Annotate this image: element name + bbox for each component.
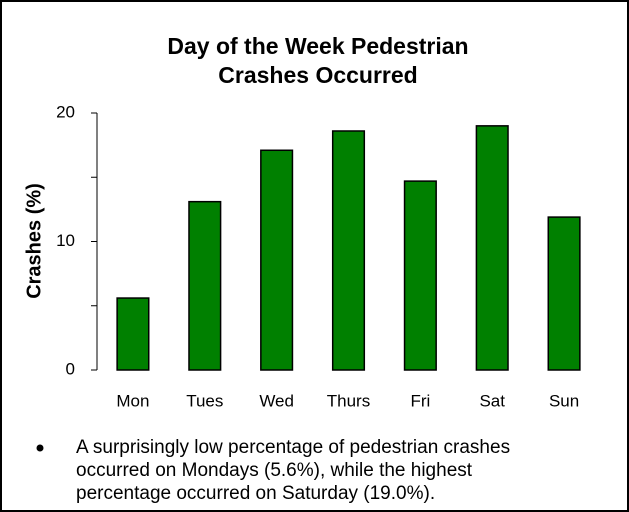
- chart-title: Day of the Week Pedestrian: [167, 33, 468, 59]
- x-tick-label: Thurs: [327, 391, 370, 410]
- bar: [475, 125, 509, 371]
- x-tick-label: Wed: [259, 391, 294, 410]
- y-tick-label: 0: [66, 359, 75, 378]
- bar: [547, 216, 581, 371]
- bullet-text: percentage occurred on Saturday (19.0%).: [76, 483, 435, 504]
- x-tick-label: Mon: [116, 391, 149, 410]
- x-tick-label: Tues: [186, 391, 223, 410]
- bar: [260, 149, 294, 371]
- y-tick-label: 20: [56, 102, 75, 121]
- x-tick-label: Fri: [410, 391, 430, 410]
- bar: [116, 297, 150, 371]
- bar: [188, 200, 222, 371]
- bullet-text: A surprisingly low percentage of pedestr…: [76, 437, 510, 458]
- y-tick-label: 10: [56, 231, 75, 250]
- x-tick-label: Sun: [549, 391, 579, 410]
- bullet-text: occurred on Mondays (5.6%), while the hi…: [76, 460, 473, 481]
- bar: [403, 180, 437, 371]
- y-axis-label: Crashes (%): [23, 183, 45, 299]
- chart-title: Crashes Occurred: [218, 62, 417, 88]
- bar: [331, 130, 366, 371]
- x-tick-label: Sat: [479, 391, 505, 410]
- bullet: [36, 444, 44, 452]
